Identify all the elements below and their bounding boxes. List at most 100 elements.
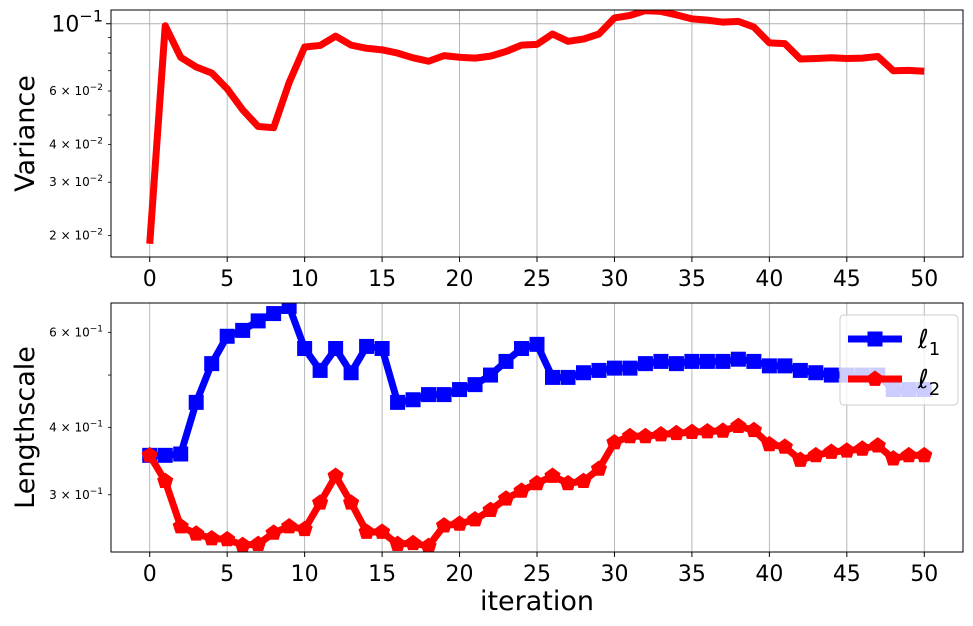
data-point <box>327 467 344 483</box>
x-tick-label: 30 <box>600 562 628 587</box>
y-axis-label: Variance <box>10 75 41 192</box>
data-point <box>328 341 344 357</box>
data-point <box>761 358 777 374</box>
x-tick-label: 15 <box>368 267 396 292</box>
data-point <box>250 313 266 329</box>
legend-marker <box>866 370 884 386</box>
data-point <box>188 394 204 410</box>
data-point <box>297 341 313 357</box>
variance-chart: 0 5 10 15 20 25 30 35 40 45 50 10−1 6 × 10−2 4 × 10−2… <box>10 7 964 292</box>
data-point <box>404 534 422 551</box>
x-tick-label: 20 <box>446 267 474 292</box>
x-tick-label: 0 <box>143 267 157 292</box>
data-point <box>312 362 328 378</box>
data-point <box>684 353 700 369</box>
data-point <box>575 365 591 381</box>
data-point <box>157 447 173 463</box>
data-point <box>823 443 840 459</box>
data-point <box>204 356 220 372</box>
x-tick-label: 20 <box>446 562 474 587</box>
x-tick-label: 50 <box>910 562 938 587</box>
data-point <box>420 537 437 552</box>
y-tick-label: 10−1 <box>51 7 103 38</box>
x-tick-label: 5 <box>220 562 234 587</box>
data-point <box>823 367 839 383</box>
data-point <box>529 336 545 352</box>
data-point <box>452 382 468 398</box>
x-tick-label: 50 <box>910 267 938 292</box>
data-point <box>235 322 251 338</box>
x-tick-label: 10 <box>291 267 319 292</box>
data-point <box>513 482 530 498</box>
axes-frame <box>110 302 964 553</box>
y-tick-label: 4 × 10−1 <box>49 419 103 434</box>
data-point <box>467 377 483 393</box>
plot-area <box>146 10 925 244</box>
data-point <box>683 423 700 439</box>
legend-label: ℓ1 <box>917 325 940 360</box>
data-point <box>622 360 638 376</box>
data-point <box>266 306 282 322</box>
data-point <box>389 535 406 552</box>
x-tick-label: 35 <box>678 267 706 292</box>
y-tick-label: 6 × 10−2 <box>49 83 103 98</box>
data-point <box>699 353 715 369</box>
x-tick-label: 25 <box>523 562 551 587</box>
data-point <box>652 425 670 442</box>
data-point <box>885 450 902 466</box>
data-point <box>482 501 499 517</box>
data-point <box>575 472 592 488</box>
y-axis-label: Lengthscale <box>10 346 41 509</box>
data-point <box>792 451 809 467</box>
lengthscale-chart: 0 5 10 15 20 25 30 35 40 45 50 6 × 10−1 4 × 10−1 3 × … <box>10 302 964 617</box>
data-point <box>606 433 623 450</box>
data-point <box>374 523 391 539</box>
y-tick-label: 3 × 10−2 <box>49 174 103 189</box>
data-point <box>405 392 421 408</box>
data-point <box>157 472 174 488</box>
data-point <box>343 365 359 381</box>
data-point <box>544 467 561 483</box>
data-point <box>234 536 251 552</box>
data-point <box>466 510 484 527</box>
legend-label: ℓ2 <box>917 365 940 400</box>
data-point <box>591 362 607 378</box>
x-tick-label: 45 <box>833 562 861 587</box>
data-point <box>854 440 871 456</box>
data-point <box>374 341 390 357</box>
data-point <box>808 365 824 381</box>
data-point <box>483 367 499 383</box>
data-point <box>668 424 685 441</box>
data-point <box>544 369 560 385</box>
data-point <box>730 351 746 367</box>
x-axis-label: iteration <box>480 586 594 617</box>
data-point <box>715 353 731 369</box>
data-point <box>312 494 329 510</box>
data-point <box>653 353 669 369</box>
x-tick-label: 10 <box>291 562 319 587</box>
data-point <box>498 353 514 369</box>
data-point <box>668 356 684 372</box>
data-point <box>203 529 220 546</box>
x-tick-label: 0 <box>143 562 157 587</box>
data-point <box>559 474 577 491</box>
data-point <box>699 422 716 439</box>
axes-frame <box>110 9 964 258</box>
data-point <box>776 438 793 454</box>
data-point <box>745 421 762 438</box>
data-point <box>219 328 235 344</box>
data-point <box>792 362 808 378</box>
y-tick-label: 6 × 10−1 <box>49 324 103 339</box>
data-point <box>435 517 453 533</box>
data-point <box>869 437 886 453</box>
data-point <box>436 387 452 403</box>
y-tick-label: 2 × 10−2 <box>49 228 103 243</box>
data-point <box>560 369 576 385</box>
data-point <box>358 523 375 539</box>
data-point <box>838 442 855 458</box>
data-point <box>421 387 437 403</box>
x-tick-label: 45 <box>833 267 861 292</box>
data-point <box>761 435 778 452</box>
